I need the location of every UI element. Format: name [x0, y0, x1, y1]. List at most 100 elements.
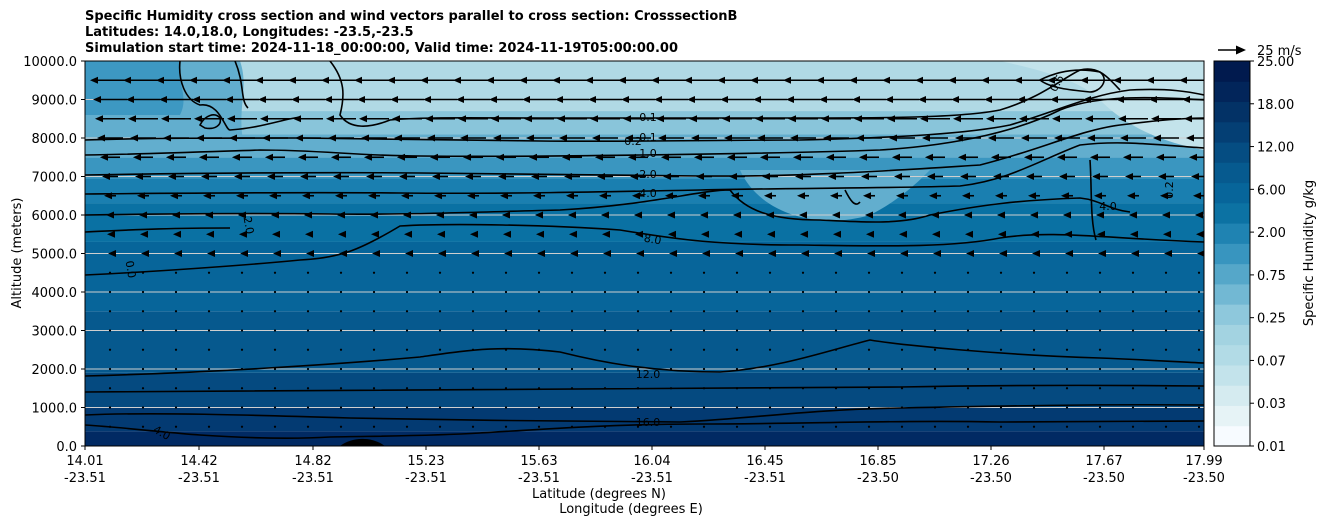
wind-vector-dot: [768, 271, 772, 274]
wind-vector-head: [1057, 153, 1065, 161]
x-axis-label-latitude: Latitude (degrees N): [532, 487, 666, 502]
wind-vector-head: [1096, 211, 1104, 219]
wind-vector-head: [141, 250, 149, 257]
wind-vector-dot: [339, 348, 343, 351]
wind-vector-head: [139, 211, 147, 219]
wind-vector-head: [1085, 115, 1093, 123]
wind-vector-dot: [1197, 387, 1201, 390]
wind-vector-head: [568, 211, 576, 219]
wind-vector-dot: [372, 290, 376, 294]
y-tick-label: 0.0: [56, 440, 77, 455]
colorbar-tick-label: 0.07: [1257, 354, 1286, 369]
wind-vector-head: [925, 153, 933, 161]
wind-vector-dot: [966, 406, 970, 409]
wind-vector-dot: [108, 348, 112, 351]
wind-vector-head: [1131, 250, 1139, 257]
wind-vector-head: [432, 173, 440, 180]
wind-vector-head: [338, 230, 346, 238]
wind-vector-dot: [801, 425, 805, 428]
wind-vector-dot: [174, 406, 178, 409]
wind-vector-dot: [537, 367, 541, 371]
wind-vector-head: [892, 153, 900, 161]
wind-vector-dot: [1098, 290, 1102, 294]
wind-vector-dot: [801, 348, 805, 351]
wind-vector-head: [834, 250, 842, 257]
wind-vector-dot: [306, 348, 310, 351]
wind-vector-dot: [1131, 406, 1135, 409]
wind-vector-dot: [1098, 348, 1102, 351]
wind-vector-head: [156, 76, 164, 84]
wind-vector-head: [535, 211, 543, 219]
chart-title-line-3: Simulation start time: 2024-11-18_00:00:…: [85, 41, 678, 56]
wind-vector-head: [1061, 192, 1069, 200]
wind-vector-dot: [702, 425, 706, 428]
wind-vector-dot: [801, 387, 805, 390]
quiver-key: 25 m/s: [1218, 44, 1302, 59]
wind-vector-head: [948, 76, 956, 84]
wind-vector-dot: [108, 367, 112, 371]
wind-vector-dot: [471, 329, 475, 332]
wind-vector-head: [866, 230, 874, 238]
wind-vector-head: [390, 96, 398, 103]
wind-vector-head: [436, 211, 444, 219]
x-tick-label-lat: 16.45: [746, 454, 783, 469]
wind-vector-dot: [438, 387, 442, 390]
wind-vector-dot: [471, 348, 475, 351]
wind-vector-head: [403, 211, 411, 219]
wind-vector-dot: [603, 348, 607, 351]
wind-vector-head: [1151, 115, 1159, 123]
wind-vector-head: [585, 76, 593, 84]
wind-vector-head: [1127, 192, 1135, 200]
wind-vector-dot: [504, 406, 508, 409]
wind-vector-head: [326, 115, 334, 123]
wind-vector-head: [750, 76, 758, 84]
wind-vector-dot: [834, 290, 838, 294]
wind-vector-dot: [570, 310, 574, 313]
wind-vector-head: [458, 115, 466, 123]
wind-vector-dot: [735, 271, 739, 274]
wind-vector-dot: [636, 329, 640, 332]
humidity-band: [85, 311, 1204, 373]
wind-vector-dot: [900, 406, 904, 409]
wind-vector-head: [496, 153, 504, 161]
colorbar-tick-label: 6.00: [1257, 183, 1286, 198]
wind-vector-head: [262, 134, 270, 142]
x-tick-label-lon: -23.51: [631, 471, 673, 486]
humidity-band-moist-left-core: [85, 61, 184, 115]
wind-vector-dot: [1164, 290, 1168, 294]
wind-vector-dot: [1098, 387, 1102, 390]
wind-vector-dot: [735, 367, 739, 371]
wind-vector-dot: [1032, 271, 1036, 274]
wind-vector-head: [1031, 230, 1039, 238]
wind-vector-dot: [504, 271, 508, 274]
wind-vector-dot: [900, 329, 904, 332]
wind-vector-dot: [768, 329, 772, 332]
wind-vector-dot: [174, 348, 178, 351]
colorbar-frame: [1213, 60, 1251, 447]
wind-vector-dot: [372, 406, 376, 409]
wind-vector-dot: [603, 329, 607, 332]
wind-vector-dot: [207, 387, 211, 390]
wind-vector-dot: [1032, 425, 1036, 428]
wind-vector-dot: [1164, 310, 1168, 313]
wind-vector-head: [998, 230, 1006, 238]
wind-vector-head: [1197, 250, 1204, 257]
wind-vector-dot: [933, 387, 937, 390]
wind-vector-dot: [669, 290, 673, 294]
wind-vector-dot: [1131, 329, 1135, 332]
wind-vector-head: [1030, 211, 1038, 219]
wind-vector-dot: [1131, 290, 1135, 294]
wind-vectors: [90, 76, 1204, 428]
wind-vector-head: [522, 96, 530, 103]
wind-vector-head: [768, 250, 776, 257]
wind-vector-head: [651, 76, 659, 84]
wind-vector-head: [503, 230, 511, 238]
wind-vector-head: [555, 96, 563, 103]
wind-vector-head: [130, 134, 138, 142]
wind-vector-dot: [669, 425, 673, 428]
colorbar-swatch: [1214, 61, 1250, 82]
wind-vector-dot: [636, 290, 640, 294]
wind-vector-head: [206, 230, 214, 238]
wind-vector-head: [205, 211, 213, 219]
wind-vector-head: [757, 134, 765, 142]
